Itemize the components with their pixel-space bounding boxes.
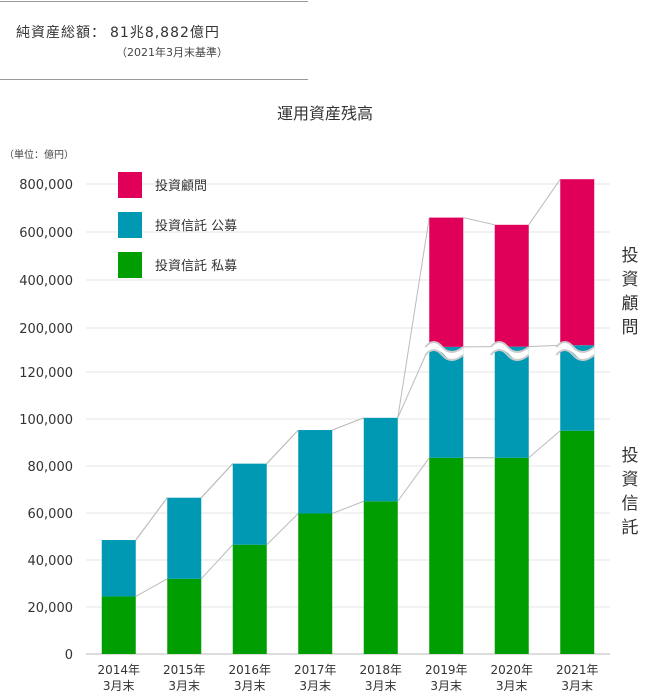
axis-break-line	[555, 341, 595, 353]
axis-break-line	[489, 349, 530, 361]
bar-private	[429, 457, 464, 654]
x-tick-label: 3月末	[103, 679, 135, 693]
connector-private	[397, 457, 430, 502]
x-tick-label: 3月末	[299, 679, 331, 693]
total-assets-label: 純資産総額：	[16, 25, 106, 41]
connector-total	[332, 417, 364, 431]
unit-label: （単位：億円）	[4, 150, 74, 161]
y-tick-label: 400,000	[19, 274, 73, 289]
axis-break-line	[424, 349, 464, 361]
total-assets-value: 81兆8,882億円	[110, 25, 220, 41]
side-label-trust: 投 資 信 託	[620, 444, 640, 540]
connector-public	[397, 346, 430, 419]
bar-public	[101, 540, 136, 597]
bar-private	[167, 578, 202, 654]
connector-total	[266, 429, 299, 464]
y-tick-label: 80,000	[28, 460, 74, 475]
axis-break	[425, 342, 464, 360]
header-top-rule	[0, 1, 308, 2]
axis-break	[556, 342, 595, 360]
connector-total	[528, 178, 561, 226]
x-tick-label: 3月末	[561, 679, 593, 693]
side-label-char: 投	[621, 246, 639, 266]
legend-swatch	[118, 252, 142, 278]
side-label-char: 信	[621, 494, 639, 514]
x-tick-label: 3月末	[234, 679, 266, 693]
x-tick-label: 3月末	[168, 679, 200, 693]
bar-public	[429, 346, 464, 458]
connector-private	[528, 430, 561, 459]
bar-public	[363, 417, 398, 502]
y-tick-label: 100,000	[19, 413, 73, 428]
connector-total	[463, 217, 495, 226]
x-tick-label: 2014年	[97, 663, 140, 677]
bar-public	[167, 497, 202, 579]
axis-break	[490, 342, 529, 360]
y-tick-label: 800,000	[19, 178, 73, 193]
x-tick-label: 3月末	[430, 679, 462, 693]
x-tick-label: 2017年	[294, 663, 337, 677]
axis-break-line	[424, 341, 464, 353]
side-label-char: 託	[621, 518, 639, 538]
bar-private	[232, 544, 267, 654]
side-label-char: 資	[621, 470, 639, 490]
y-tick-label: 600,000	[19, 226, 73, 241]
side-label-char: 顧	[621, 294, 639, 314]
connector-total	[135, 497, 168, 541]
y-tick-label: 0	[65, 648, 73, 663]
total-assets: 純資産総額： 81兆8,882億円	[16, 22, 220, 42]
bar-private	[101, 596, 136, 654]
bar-private	[363, 501, 398, 654]
x-tick-label: 3月末	[496, 679, 528, 693]
y-tick-label: 20,000	[28, 601, 74, 616]
legend-label: 投資顧問	[155, 178, 207, 194]
side-label-advisory: 投 資 顧 問	[620, 244, 640, 340]
chart-title: 運用資産残高	[276, 104, 373, 123]
connector-private	[266, 513, 299, 546]
bar-advisory	[494, 224, 529, 347]
side-label-char: 資	[621, 270, 639, 290]
bar-advisory	[429, 217, 464, 347]
legend-swatch	[118, 172, 142, 198]
connector-public	[528, 344, 561, 348]
legend-label: 投資信託 私募	[155, 258, 237, 274]
y-tick-label: 200,000	[19, 322, 73, 337]
bar-advisory	[560, 179, 595, 346]
y-tick-label: 40,000	[28, 554, 74, 569]
connector-private	[200, 544, 234, 580]
x-tick-label: 2018年	[359, 663, 402, 677]
x-tick-label: 2021年	[556, 663, 599, 677]
x-tick-label: 2019年	[425, 663, 468, 677]
legend-label: 投資信託 公募	[155, 218, 237, 234]
connector-total	[397, 217, 430, 418]
connector-private	[332, 500, 364, 514]
axis-break-line	[489, 341, 530, 353]
bar-public	[232, 463, 267, 545]
x-tick-label: 3月末	[365, 679, 397, 693]
y-tick-label: 120,000	[19, 366, 73, 381]
connector-private	[135, 578, 168, 597]
axis-break-line	[555, 349, 595, 361]
legend-swatch	[118, 212, 142, 238]
x-tick-label: 2020年	[490, 663, 533, 677]
as-of-date: （2021年3月末基準）	[116, 46, 228, 59]
bar-private	[560, 430, 595, 654]
y-tick-label: 60,000	[28, 507, 74, 522]
header-bottom-rule	[0, 79, 308, 80]
side-label-char: 問	[621, 318, 639, 338]
side-label-char: 投	[621, 446, 639, 466]
x-tick-label: 2015年	[163, 663, 206, 677]
bar-public	[298, 430, 333, 514]
bar-private	[298, 513, 333, 654]
bar-private	[494, 457, 529, 654]
bar-public	[494, 346, 529, 458]
connector-total	[200, 463, 234, 499]
x-tick-label: 2016年	[228, 663, 271, 677]
